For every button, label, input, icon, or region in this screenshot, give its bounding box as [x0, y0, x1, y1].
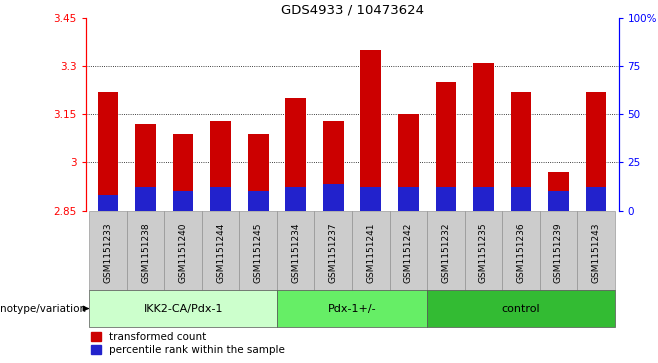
- Bar: [427, 290, 615, 327]
- Text: genotype/variation: genotype/variation: [0, 303, 86, 314]
- Bar: [136, 187, 156, 211]
- Text: GSM1151240: GSM1151240: [178, 223, 188, 283]
- Bar: [89, 211, 127, 290]
- Bar: [586, 187, 606, 211]
- Text: GSM1151242: GSM1151242: [404, 223, 413, 283]
- Text: GSM1151237: GSM1151237: [329, 223, 338, 283]
- Bar: [361, 50, 381, 211]
- Bar: [436, 82, 456, 211]
- Text: GSM1151236: GSM1151236: [517, 223, 526, 283]
- Bar: [89, 290, 277, 327]
- Text: GSM1151244: GSM1151244: [216, 223, 225, 283]
- Bar: [511, 187, 531, 211]
- Text: GSM1151241: GSM1151241: [367, 223, 375, 283]
- Bar: [586, 92, 606, 211]
- Legend: transformed count, percentile rank within the sample: transformed count, percentile rank withi…: [91, 332, 286, 355]
- Title: GDS4933 / 10473624: GDS4933 / 10473624: [280, 4, 424, 17]
- Bar: [390, 211, 427, 290]
- Bar: [286, 98, 306, 211]
- Bar: [323, 121, 343, 211]
- Bar: [248, 191, 268, 211]
- Bar: [98, 92, 118, 211]
- Bar: [248, 134, 268, 211]
- Bar: [277, 211, 315, 290]
- Bar: [127, 211, 164, 290]
- Text: GSM1151239: GSM1151239: [554, 223, 563, 283]
- Text: GSM1151232: GSM1151232: [442, 223, 450, 283]
- Bar: [164, 211, 202, 290]
- Bar: [577, 211, 615, 290]
- Bar: [548, 172, 569, 211]
- Text: GSM1151233: GSM1151233: [103, 223, 113, 283]
- Text: IKK2-CA/Pdx-1: IKK2-CA/Pdx-1: [143, 303, 223, 314]
- Bar: [136, 124, 156, 211]
- Bar: [502, 211, 540, 290]
- Bar: [315, 211, 352, 290]
- Bar: [436, 187, 456, 211]
- Bar: [286, 187, 306, 211]
- Bar: [277, 290, 427, 327]
- Bar: [173, 134, 193, 211]
- Text: control: control: [501, 303, 540, 314]
- Bar: [465, 211, 502, 290]
- Text: GSM1151238: GSM1151238: [141, 223, 150, 283]
- Text: GSM1151235: GSM1151235: [479, 223, 488, 283]
- Text: GSM1151243: GSM1151243: [592, 223, 601, 283]
- Bar: [398, 187, 418, 211]
- Bar: [202, 211, 240, 290]
- Bar: [352, 211, 390, 290]
- Text: GSM1151245: GSM1151245: [254, 223, 263, 283]
- Bar: [211, 121, 231, 211]
- Text: Pdx-1+/-: Pdx-1+/-: [328, 303, 376, 314]
- Text: GSM1151234: GSM1151234: [291, 223, 300, 283]
- Bar: [548, 191, 569, 211]
- Bar: [473, 187, 494, 211]
- Bar: [398, 114, 418, 211]
- Bar: [211, 187, 231, 211]
- Bar: [473, 63, 494, 211]
- Bar: [427, 211, 465, 290]
- Bar: [511, 92, 531, 211]
- Bar: [173, 191, 193, 211]
- Bar: [98, 195, 118, 211]
- Bar: [240, 211, 277, 290]
- Bar: [361, 187, 381, 211]
- Bar: [540, 211, 577, 290]
- Bar: [323, 184, 343, 211]
